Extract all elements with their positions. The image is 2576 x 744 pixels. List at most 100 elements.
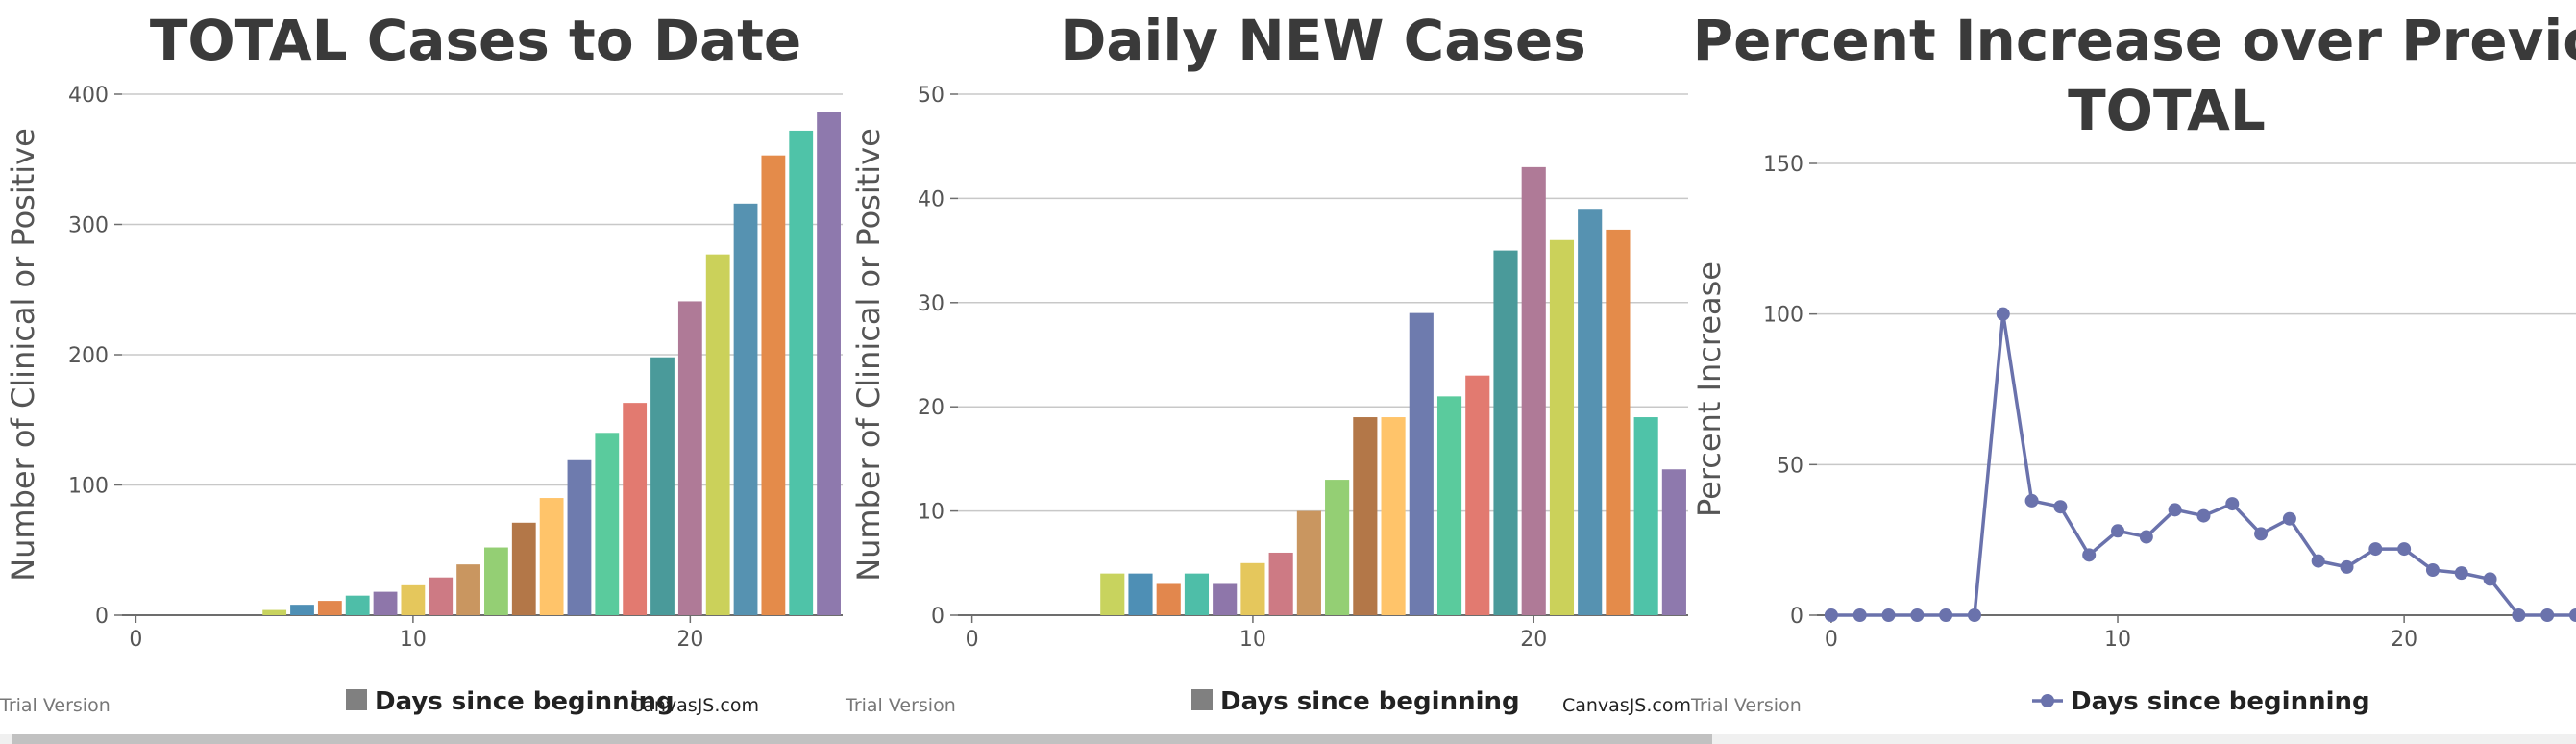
bar bbox=[1465, 375, 1490, 615]
legend-marker bbox=[2041, 694, 2054, 707]
chart-panel-total: TOTAL Cases to Date 0 100 200 300 400 0 10 20 Num… bbox=[0, 0, 846, 744]
data-point bbox=[2082, 548, 2097, 562]
y-tick-label: 30 bbox=[918, 292, 945, 316]
legend-label: Days since beginning bbox=[375, 687, 675, 716]
bar bbox=[677, 301, 702, 615]
bar bbox=[650, 357, 675, 615]
x-tick-label: 0 bbox=[129, 628, 142, 652]
bar bbox=[1325, 480, 1350, 615]
data-point bbox=[2254, 527, 2269, 541]
bar bbox=[817, 112, 841, 616]
chart-title: Daily NEW Cases bbox=[1060, 8, 1585, 73]
horizontal-scrollbar[interactable] bbox=[0, 734, 2576, 744]
bar bbox=[1296, 510, 1321, 615]
data-point bbox=[2540, 608, 2555, 622]
trial-version-label: Trial Version bbox=[845, 695, 956, 716]
bar bbox=[401, 584, 426, 615]
bar bbox=[373, 591, 398, 615]
bar bbox=[484, 547, 508, 615]
y-tick-label: 50 bbox=[1777, 454, 1803, 478]
y-axis-title: Percent Increase bbox=[1691, 261, 1728, 517]
x-tick-label: 20 bbox=[676, 628, 703, 652]
data-point bbox=[2368, 542, 2383, 557]
bar bbox=[1240, 562, 1265, 615]
y-tick-label: 20 bbox=[918, 396, 945, 420]
bar bbox=[429, 577, 454, 615]
chart-title: TOTAL Cases to Date bbox=[150, 8, 801, 73]
y-tick-label: 150 bbox=[1763, 153, 1803, 177]
y-tick-label: 10 bbox=[918, 501, 945, 525]
daily-new-cases-chart: Daily NEW Cases 0 10 20 30 40 50 0 10 20 Number of… bbox=[845, 8, 1691, 716]
data-point bbox=[2024, 493, 2039, 508]
bar bbox=[1493, 250, 1518, 615]
data-point bbox=[2225, 497, 2240, 511]
bar bbox=[567, 459, 592, 615]
credit-label: CanvasJS.com bbox=[1562, 695, 1691, 716]
legend-label: Days since beginning bbox=[2071, 687, 2370, 716]
total-cases-chart: TOTAL Cases to Date 0 100 200 300 400 0 10 20 Num… bbox=[0, 8, 843, 716]
data-point bbox=[1967, 608, 1981, 622]
data-point bbox=[2425, 563, 2440, 577]
legend-swatch bbox=[1191, 689, 1213, 710]
bar bbox=[1353, 417, 1378, 615]
bar bbox=[456, 564, 480, 615]
y-tick-label: 0 bbox=[1790, 605, 1803, 629]
x-tick-label: 0 bbox=[1825, 628, 1838, 652]
bar bbox=[1268, 552, 1293, 615]
y-tick-label: 400 bbox=[68, 84, 109, 108]
bar bbox=[1633, 417, 1658, 615]
data-point bbox=[2569, 608, 2576, 622]
bar bbox=[1184, 573, 1210, 615]
data-point bbox=[2111, 524, 2125, 538]
bar bbox=[1156, 583, 1181, 615]
credit-label: CanvasJS.com bbox=[630, 695, 759, 716]
trial-version-label: Trial Version bbox=[1690, 695, 1802, 716]
bar bbox=[317, 601, 342, 615]
chart-panel-daily: Daily NEW Cases 0 10 20 30 40 50 0 10 20 Number of… bbox=[845, 0, 1691, 744]
data-point bbox=[1852, 608, 1867, 622]
bar bbox=[262, 609, 287, 615]
data-point bbox=[2196, 508, 2211, 523]
bar bbox=[539, 498, 564, 615]
legend-label: Days since beginning bbox=[1220, 687, 1520, 716]
bar bbox=[761, 155, 786, 615]
y-tick-label: 40 bbox=[918, 187, 945, 211]
data-point bbox=[2483, 572, 2497, 586]
data-point bbox=[1996, 307, 2010, 321]
data-point bbox=[1824, 608, 1838, 622]
bar bbox=[1100, 573, 1125, 615]
bar bbox=[1661, 469, 1686, 615]
data-point bbox=[2168, 503, 2182, 517]
data-point bbox=[2397, 542, 2412, 557]
data-point bbox=[2282, 511, 2296, 526]
bar bbox=[705, 254, 730, 615]
legend-swatch bbox=[346, 689, 367, 710]
x-tick-label: 0 bbox=[966, 628, 979, 652]
y-tick-label: 300 bbox=[68, 214, 109, 238]
y-tick-label: 50 bbox=[918, 84, 945, 108]
x-tick-label: 10 bbox=[1239, 628, 1266, 652]
y-tick-label: 100 bbox=[1763, 304, 1803, 328]
scrollbar-thumb[interactable] bbox=[12, 734, 1712, 744]
trial-version-label: Trial Version bbox=[0, 695, 110, 716]
y-tick-label: 100 bbox=[68, 475, 109, 499]
bar bbox=[1521, 166, 1546, 615]
bar bbox=[789, 130, 814, 615]
bar bbox=[1578, 209, 1603, 616]
y-tick-label: 0 bbox=[95, 605, 109, 629]
bar bbox=[345, 595, 370, 615]
data-point bbox=[2454, 566, 2468, 581]
y-axis-title: Number of Clinical or Positive bbox=[850, 128, 887, 582]
x-tick-label: 20 bbox=[2391, 628, 2417, 652]
data-point bbox=[2053, 500, 2068, 514]
y-tick-label: 0 bbox=[931, 605, 945, 629]
x-tick-label: 20 bbox=[1520, 628, 1547, 652]
percent-increase-chart: Percent Increase over PreviouTOTAL050100… bbox=[1690, 8, 2576, 716]
bar bbox=[733, 203, 758, 615]
bar bbox=[595, 433, 620, 615]
bar bbox=[623, 403, 648, 615]
x-tick-label: 10 bbox=[2104, 628, 2131, 652]
bar bbox=[1606, 229, 1631, 616]
bar bbox=[1213, 583, 1238, 615]
bar bbox=[1549, 239, 1575, 615]
